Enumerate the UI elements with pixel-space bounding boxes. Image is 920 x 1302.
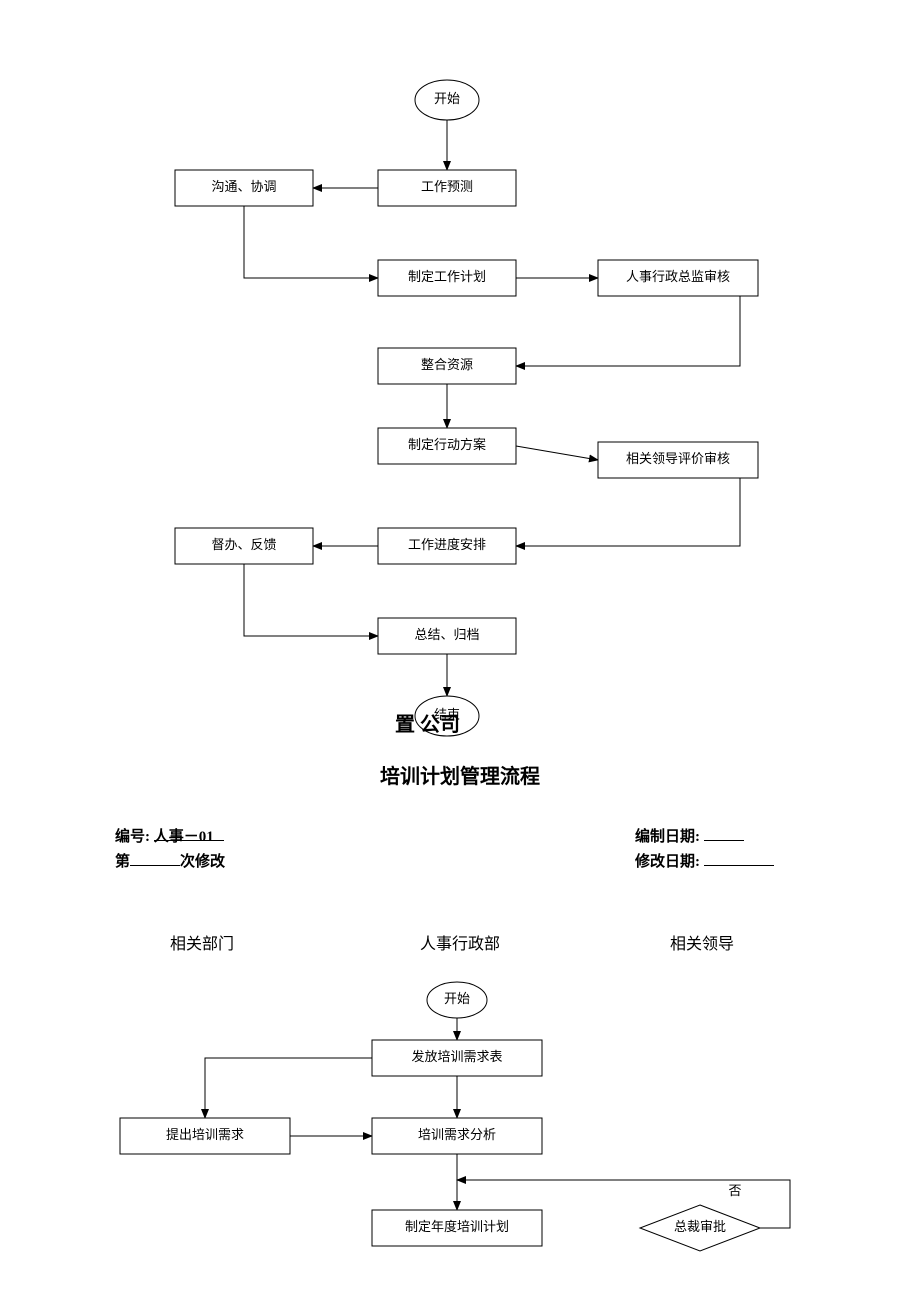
company-title: 置 公司: [395, 708, 460, 737]
node-label-n4: 人事行政总监审核: [626, 269, 730, 284]
rev-suffix: 次修改: [180, 854, 225, 870]
edge-label: 否: [728, 1183, 741, 1198]
col-center: 人事行政部: [420, 930, 500, 954]
code-value: 人事－01: [154, 825, 224, 841]
edge: [516, 478, 740, 546]
edge: [244, 206, 378, 278]
rev-date-blank: [704, 850, 774, 866]
meta-date: 编制日期:: [635, 825, 744, 846]
node-label-n6: 制定行动方案: [408, 437, 486, 452]
meta-code: 编号: 人事－01: [115, 825, 224, 846]
col-left: 相关部门: [170, 930, 234, 954]
node-label-n9: 督办、反馈: [211, 537, 276, 552]
node-label-start1: 开始: [434, 91, 460, 106]
node-label-d1: 总裁审批: [674, 1219, 726, 1234]
node-label-n8: 工作进度安排: [408, 537, 486, 552]
rev-blank: [130, 850, 180, 866]
node-label-n1: 工作预测: [421, 179, 473, 194]
process-title: 培训计划管理流程: [380, 760, 540, 789]
date-blank: [704, 825, 744, 841]
node-label-n7: 相关领导评价审核: [626, 451, 730, 466]
node-label-b3: 培训需求分析: [418, 1127, 496, 1142]
date-label: 编制日期:: [635, 829, 700, 845]
flowchart-1: 开始工作预测 沟通、协调制定工作计划 人事行政总监审核整合资源制定行动方案相关领导评…: [0, 0, 920, 760]
edge: [516, 296, 740, 366]
flowchart-2: 否 开始发放培训需求表提出培训需求 培训需求分析制定年度培训计划 总裁审批: [0, 962, 920, 1302]
page: 开始工作预测沟通、协调制定工作计划人事行政总监审核整合资源制定行动方案相关领导评…: [0, 0, 920, 1302]
meta-rev-date: 修改日期:: [635, 850, 774, 871]
node-label-n10: 总结、归档: [414, 627, 479, 642]
node-label-b4: 制定年度培训计划: [405, 1219, 509, 1234]
node-label-n3: 制定工作计划: [408, 269, 486, 284]
edge: [205, 1058, 372, 1118]
code-label: 编号:: [115, 829, 150, 845]
rev-prefix: 第: [115, 854, 130, 870]
edge: [516, 446, 598, 460]
node-label-start2: 开始: [444, 991, 470, 1006]
node-label-b1: 发放培训需求表: [411, 1049, 502, 1064]
node-label-n2: 沟通、协调: [211, 179, 276, 194]
edge: [244, 564, 378, 636]
col-right: 相关领导: [670, 930, 734, 954]
meta-revision: 第 次修改: [115, 850, 225, 871]
node-label-n5: 整合资源: [421, 357, 473, 372]
rev-date-label: 修改日期:: [635, 854, 700, 870]
node-label-b2: 提出培训需求: [166, 1127, 244, 1142]
